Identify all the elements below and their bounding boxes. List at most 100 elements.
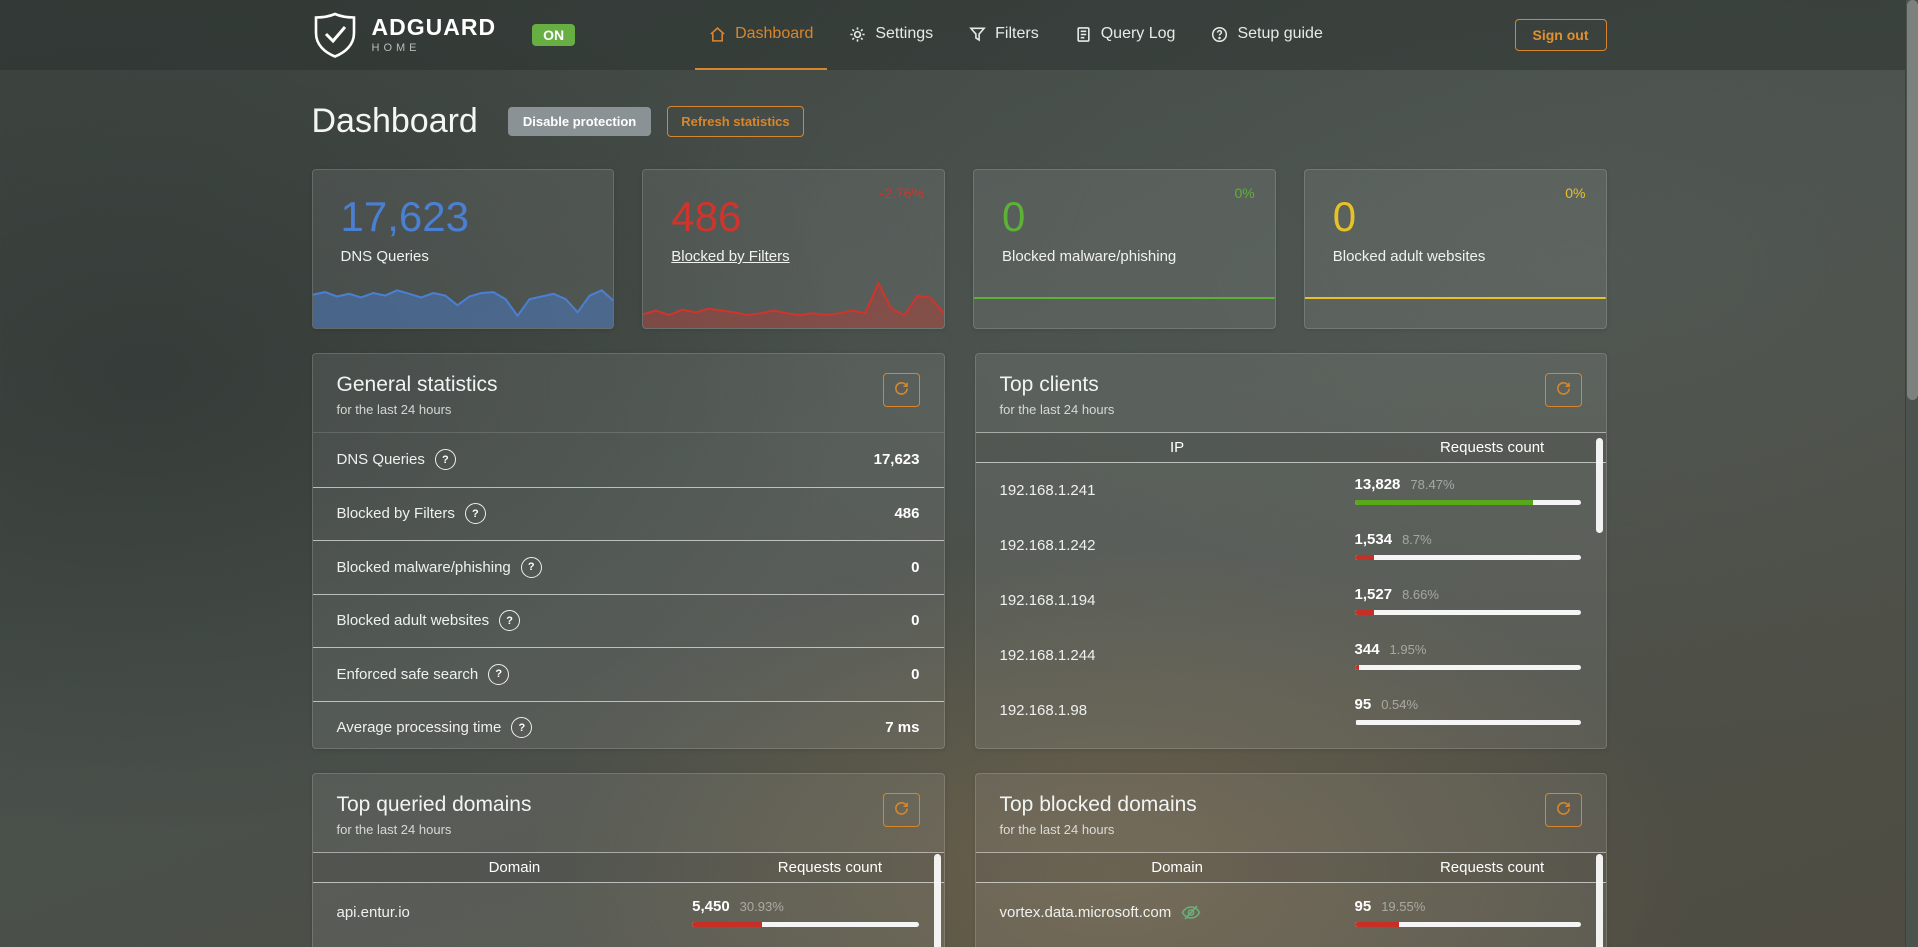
table-row: 192.168.1.244 344 1.95% bbox=[976, 628, 1606, 683]
refresh-button[interactable] bbox=[882, 373, 920, 407]
stat-card-label: DNS Queries bbox=[340, 248, 429, 265]
stat-card-percent-badge: -2.76% bbox=[879, 185, 924, 201]
nav-item-label: Settings bbox=[875, 25, 934, 42]
panel-subtitle: for the last 24 hours bbox=[999, 402, 1115, 417]
table-row: 192.168.1.194 1,527 8.66% bbox=[976, 573, 1606, 628]
requests-count-cell: 5,450 30.93% bbox=[692, 897, 920, 927]
navbar: ADGUARD HOME ON Dashboard Settings Filters… bbox=[0, 0, 1918, 70]
sign-out-button[interactable]: Sign out bbox=[1514, 19, 1607, 51]
top-clients-panel: Top clients for the last 24 hours IP Req… bbox=[974, 353, 1607, 749]
stat-card-percent-badge: 0% bbox=[1234, 185, 1255, 201]
refresh-icon bbox=[894, 801, 909, 819]
requests-percent: 8.66% bbox=[1402, 587, 1439, 602]
panel-subtitle: for the last 24 hours bbox=[336, 822, 452, 837]
stat-card-label: Blocked malware/phishing bbox=[1002, 248, 1177, 265]
stat-card-sparkline bbox=[974, 272, 1275, 328]
panel-scrollbar-thumb[interactable] bbox=[933, 854, 941, 947]
requests-percent: 8.7% bbox=[1402, 532, 1432, 547]
table-row: 192.168.1.241 13,828 78.47% bbox=[976, 463, 1606, 518]
disable-protection-button[interactable]: Disable protection bbox=[507, 107, 652, 136]
table-row: Average processing time? 7 ms bbox=[312, 700, 944, 749]
client-ip[interactable]: 192.168.1.242 bbox=[999, 537, 1096, 554]
requests-count-cell: 1,534 8.7% bbox=[1354, 531, 1582, 560]
table-row: 192.168.1.98 95 0.54% bbox=[976, 683, 1606, 738]
general-statistics-panel: General statistics for the last 24 hours… bbox=[311, 353, 945, 749]
main-nav: Dashboard Settings Filters Query Log Setup g… bbox=[695, 0, 1337, 70]
table-header: IP Requests count bbox=[975, 432, 1606, 463]
requests-percent: 30.93% bbox=[739, 898, 784, 914]
stat-card-label[interactable]: Blocked by Filters bbox=[671, 248, 790, 265]
stat-row-label: Blocked malware/phishing bbox=[336, 558, 511, 576]
nav-item-label: Filters bbox=[995, 25, 1039, 42]
nav-item-settings[interactable]: Settings bbox=[835, 0, 947, 70]
brand-name: ADGUARD bbox=[371, 14, 497, 40]
page-scrollbar[interactable] bbox=[1905, 0, 1918, 947]
client-ip[interactable]: 192.168.1.98 bbox=[999, 702, 1088, 719]
top-queried-domains-panel: Top queried domains for the last 24 hour… bbox=[311, 773, 945, 947]
stat-card-sparkline bbox=[643, 272, 944, 328]
stat-card-dns-queries: 17,623 DNS Queries bbox=[311, 169, 615, 329]
stat-row-label: DNS Queries bbox=[336, 451, 425, 469]
table-row: Blocked by Filters? 486 bbox=[312, 486, 944, 541]
stat-card-value: 0 bbox=[1002, 193, 1026, 240]
requests-progress-bar bbox=[1354, 555, 1582, 560]
stat-row-value: 17,623 bbox=[873, 451, 920, 469]
client-ip[interactable]: 192.168.1.244 bbox=[999, 647, 1096, 664]
help-icon[interactable]: ? bbox=[511, 717, 533, 739]
table-row: Blocked malware/phishing? 0 bbox=[312, 540, 944, 594]
panel-title: Top clients bbox=[999, 373, 1099, 396]
help-icon[interactable]: ? bbox=[499, 610, 521, 632]
requests-count-cell: 1,527 8.66% bbox=[1354, 586, 1582, 615]
requests-count-cell: 95 0.54% bbox=[1354, 696, 1582, 725]
stat-card-blocked-adult-websites: 0 Blocked adult websites 0% bbox=[1303, 169, 1607, 329]
page-scrollbar-thumb[interactable] bbox=[1907, 0, 1918, 400]
panel-scrollbar-thumb[interactable] bbox=[1595, 438, 1603, 533]
table-row: Blocked adult websites? 0 bbox=[312, 593, 944, 648]
column-header-requests: Requests count bbox=[777, 859, 883, 876]
top-blocked-domains-panel: Top blocked domains for the last 24 hour… bbox=[974, 773, 1607, 947]
stat-card-blocked-malware-phishing: 0 Blocked malware/phishing 0% bbox=[973, 169, 1276, 329]
stat-cards: 17,623 DNS Queries 486 Blocked by Filters -2… bbox=[311, 169, 1607, 329]
help-icon[interactable]: ? bbox=[434, 449, 456, 471]
table-row: 192.168.1.242 1,534 8.7% bbox=[976, 518, 1606, 573]
requests-count: 95 bbox=[1354, 696, 1372, 713]
requests-count-cell: 344 1.95% bbox=[1354, 641, 1582, 670]
table-header: Domain Requests count bbox=[975, 852, 1606, 883]
requests-percent: 0.54% bbox=[1381, 697, 1419, 712]
column-header-domain: Domain bbox=[488, 859, 541, 876]
panel-subtitle: for the last 24 hours bbox=[336, 402, 452, 417]
client-ip[interactable]: 192.168.1.194 bbox=[999, 592, 1096, 609]
requests-count: 1,534 bbox=[1354, 531, 1393, 548]
adguard-logo: ADGUARD HOME ON bbox=[312, 11, 576, 59]
panel-scrollbar-thumb[interactable] bbox=[1595, 854, 1603, 947]
refresh-button[interactable] bbox=[882, 793, 920, 827]
requests-progress-bar bbox=[1354, 500, 1582, 505]
nav-item-dashboard[interactable]: Dashboard bbox=[695, 0, 828, 70]
nav-item-filters[interactable]: Filters bbox=[955, 0, 1053, 70]
help-icon[interactable]: ? bbox=[520, 556, 542, 578]
client-ip[interactable]: 192.168.1.241 bbox=[999, 482, 1096, 499]
table-header: Domain Requests count bbox=[312, 852, 944, 883]
requests-count-cell: 13,828 78.47% bbox=[1354, 476, 1582, 505]
help-icon[interactable]: ? bbox=[464, 503, 486, 525]
refresh-button[interactable] bbox=[1544, 793, 1582, 827]
requests-count: 13,828 bbox=[1354, 476, 1401, 493]
column-header-requests: Requests count bbox=[1439, 859, 1545, 876]
stat-card-sparkline bbox=[1305, 272, 1606, 328]
nav-item-query-log[interactable]: Query Log bbox=[1061, 0, 1190, 70]
nav-item-setup-guide[interactable]: Setup guide bbox=[1197, 0, 1336, 70]
table-row: Enforced safe search? 0 bbox=[312, 647, 944, 701]
domain-name: vortex.data.microsoft.com bbox=[999, 903, 1172, 921]
stat-card-percent-badge: 0% bbox=[1565, 185, 1586, 201]
refresh-button[interactable] bbox=[1544, 373, 1582, 407]
gear-icon bbox=[849, 26, 866, 43]
requests-count: 5,450 bbox=[692, 897, 730, 915]
help-icon bbox=[1211, 26, 1228, 43]
refresh-icon bbox=[1556, 381, 1571, 399]
protection-status-badge: ON bbox=[532, 24, 576, 46]
stat-card-value: 486 bbox=[671, 193, 742, 240]
help-icon[interactable]: ? bbox=[488, 663, 510, 685]
column-header-ip: IP bbox=[1170, 439, 1185, 456]
refresh-statistics-button[interactable]: Refresh statistics bbox=[667, 106, 804, 137]
requests-progress-bar bbox=[1354, 665, 1582, 670]
